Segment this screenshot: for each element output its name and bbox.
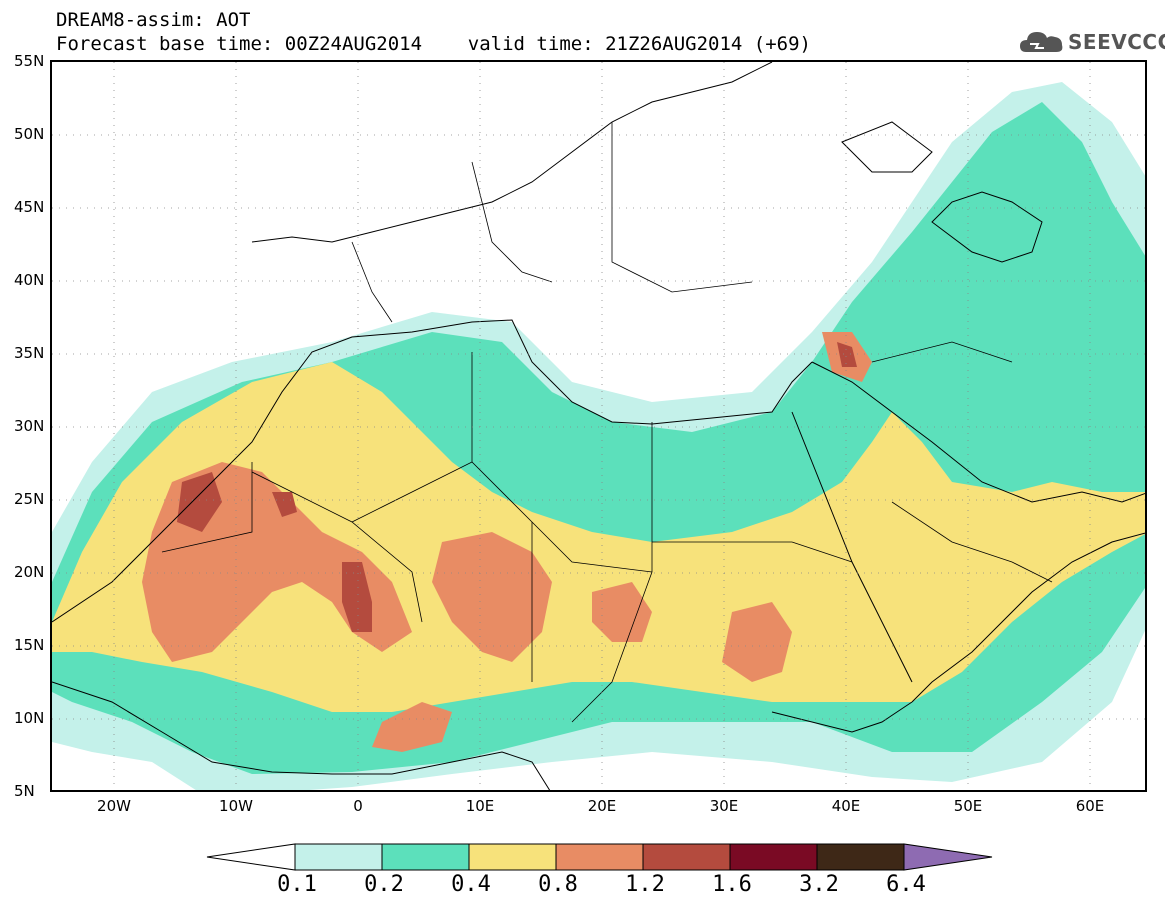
legend-label: 3.2 [799, 872, 839, 897]
lon-label: 40E [831, 797, 861, 815]
legend-label: 0.8 [538, 872, 578, 897]
lon-label: 10W [219, 797, 253, 815]
legend-swatch [294, 843, 383, 871]
dust-aot-map [50, 60, 1147, 792]
lon-label: 20W [97, 797, 131, 815]
lon-label: 50E [953, 797, 983, 815]
legend-label: 1.6 [712, 872, 752, 897]
aot-band-0.8 [592, 582, 652, 642]
logo-text: SEEVCCC [1068, 30, 1165, 54]
chart-title: DREAM8-assim: AOT [56, 9, 251, 31]
coastlines [52, 62, 1145, 790]
lon-label: 60E [1075, 797, 1105, 815]
country-borders [161, 122, 1053, 723]
legend-label: 1.2 [625, 872, 665, 897]
lat-label: 5N [14, 782, 35, 800]
lon-label: 0 [353, 797, 363, 815]
lat-label: 15N [14, 636, 45, 654]
lon-label: 30E [709, 797, 739, 815]
lon-label: 20E [587, 797, 617, 815]
legend-swatch [468, 843, 557, 871]
graticule [52, 62, 1145, 790]
map-canvas [52, 62, 1145, 790]
legend-arrow-low [206, 843, 296, 871]
legend-label: 0.2 [364, 872, 404, 897]
legend-swatch [816, 843, 905, 871]
aot-band-1.2 [177, 472, 222, 532]
aot-band-1.2 [342, 562, 372, 632]
legend-arrow-high [903, 843, 993, 871]
lat-label: 30N [14, 417, 45, 435]
aot-band-0.4 [52, 362, 1145, 712]
forecast-time-line: Forecast base time: 00Z24AUG2014 valid t… [56, 33, 811, 55]
legend-label: 0.1 [277, 872, 317, 897]
aot-band-1.2 [272, 492, 297, 517]
color-legend [206, 843, 993, 871]
legend-label: 6.4 [886, 872, 926, 897]
aot-band-0.8 [372, 702, 452, 752]
lat-label: 10N [14, 709, 45, 727]
legend-label: 0.4 [451, 872, 491, 897]
seevccc-logo: SEEVCCC [1018, 24, 1165, 58]
legend-swatch [381, 843, 470, 871]
aot-band-0.8 [432, 532, 552, 662]
legend-swatch [555, 843, 644, 871]
lon-label: 10E [465, 797, 495, 815]
lat-label: 40N [14, 271, 45, 289]
lat-label: 20N [14, 563, 45, 581]
lat-label: 35N [14, 344, 45, 362]
legend-swatch [729, 843, 818, 871]
lat-label: 25N [14, 490, 45, 508]
cloud-icon [1020, 32, 1063, 52]
aot-band-1.2 [837, 342, 857, 367]
lat-label: 50N [14, 125, 45, 143]
lat-label: 55N [14, 52, 45, 70]
legend-swatch [642, 843, 731, 871]
aot-band-0.8 [722, 602, 792, 682]
lat-label: 45N [14, 198, 45, 216]
